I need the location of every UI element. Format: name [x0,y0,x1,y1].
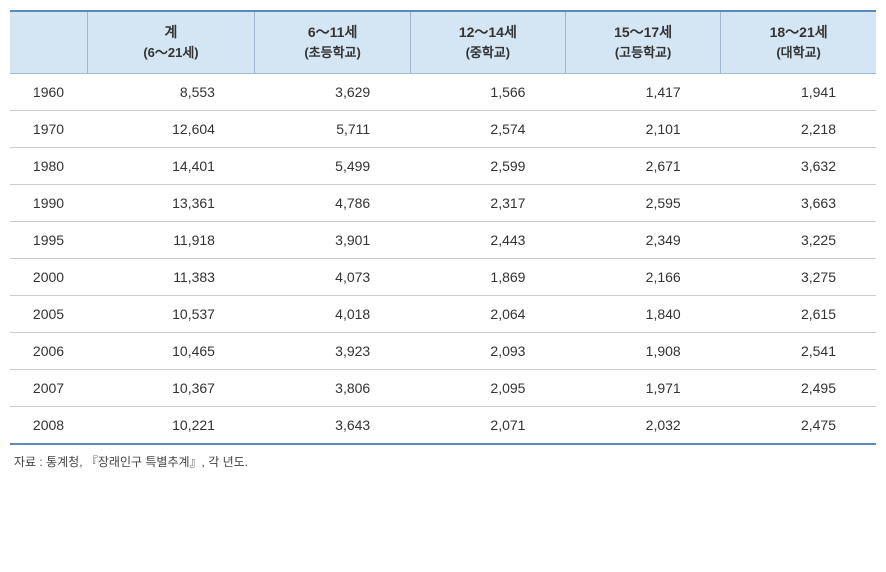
value-cell: 2,064 [410,295,565,332]
value-cell: 2,595 [565,184,720,221]
value-cell: 2,443 [410,221,565,258]
value-cell: 1,417 [565,73,720,110]
value-cell: 2,349 [565,221,720,258]
year-cell: 2000 [10,258,87,295]
value-cell: 2,541 [721,332,876,369]
value-cell: 2,093 [410,332,565,369]
table-row: 19608,5533,6291,5661,4171,941 [10,73,876,110]
value-cell: 4,018 [255,295,410,332]
value-cell: 2,671 [565,147,720,184]
value-cell: 3,901 [255,221,410,258]
value-cell: 4,073 [255,258,410,295]
year-cell: 2005 [10,295,87,332]
value-cell: 1,840 [565,295,720,332]
table-row: 199013,3614,7862,3172,5953,663 [10,184,876,221]
year-cell: 1970 [10,110,87,147]
header-main: 12～14세 [459,24,517,40]
value-cell: 2,101 [565,110,720,147]
table-row: 200810,2213,6432,0712,0322,475 [10,406,876,444]
table-row: 200011,3834,0731,8692,1663,275 [10,258,876,295]
value-cell: 5,711 [255,110,410,147]
data-table: 계 (6～21세) 6～11세 (초등학교) 12～14세 (중학교) 15～1… [10,10,876,445]
value-cell: 3,806 [255,369,410,406]
value-cell: 8,553 [87,73,255,110]
header-main: 6～11세 [308,24,357,40]
header-blank [10,11,87,73]
header-main: 15～17세 [614,24,672,40]
value-cell: 1,941 [721,73,876,110]
source-note: 자료 : 통계청, 『장래인구 특별추계』, 각 년도. [10,453,876,470]
value-cell: 11,918 [87,221,255,258]
value-cell: 3,643 [255,406,410,444]
table-row: 198014,4015,4992,5992,6713,632 [10,147,876,184]
value-cell: 1,566 [410,73,565,110]
year-cell: 1995 [10,221,87,258]
value-cell: 2,032 [565,406,720,444]
value-cell: 1,908 [565,332,720,369]
value-cell: 2,599 [410,147,565,184]
value-cell: 10,537 [87,295,255,332]
header-sub: (대학교) [729,43,868,63]
value-cell: 2,317 [410,184,565,221]
value-cell: 4,786 [255,184,410,221]
header-middle: 12～14세 (중학교) [410,11,565,73]
year-cell: 1980 [10,147,87,184]
value-cell: 2,166 [565,258,720,295]
value-cell: 3,275 [721,258,876,295]
year-cell: 2006 [10,332,87,369]
table-row: 200710,3673,8062,0951,9712,495 [10,369,876,406]
value-cell: 5,499 [255,147,410,184]
header-row: 계 (6～21세) 6～11세 (초등학교) 12～14세 (중학교) 15～1… [10,11,876,73]
value-cell: 13,361 [87,184,255,221]
value-cell: 10,367 [87,369,255,406]
header-total: 계 (6～21세) [87,11,255,73]
value-cell: 14,401 [87,147,255,184]
value-cell: 1,869 [410,258,565,295]
value-cell: 3,629 [255,73,410,110]
header-main: 계 [165,24,178,40]
table-row: 197012,6045,7112,5742,1012,218 [10,110,876,147]
header-sub: (고등학교) [574,43,712,63]
value-cell: 3,632 [721,147,876,184]
header-high: 15～17세 (고등학교) [565,11,720,73]
value-cell: 2,475 [721,406,876,444]
value-cell: 2,615 [721,295,876,332]
year-cell: 2008 [10,406,87,444]
header-sub: (6～21세) [96,43,247,63]
table-row: 200610,4653,9232,0931,9082,541 [10,332,876,369]
value-cell: 2,071 [410,406,565,444]
value-cell: 12,604 [87,110,255,147]
year-cell: 2007 [10,369,87,406]
value-cell: 2,574 [410,110,565,147]
table-body: 19608,5533,6291,5661,4171,941197012,6045… [10,73,876,444]
year-cell: 1990 [10,184,87,221]
value-cell: 2,495 [721,369,876,406]
header-elementary: 6～11세 (초등학교) [255,11,410,73]
header-university: 18～21세 (대학교) [721,11,876,73]
header-main: 18～21세 [770,24,828,40]
header-sub: (초등학교) [263,43,401,63]
table-row: 199511,9183,9012,4432,3493,225 [10,221,876,258]
value-cell: 10,465 [87,332,255,369]
value-cell: 1,971 [565,369,720,406]
value-cell: 3,923 [255,332,410,369]
table-header: 계 (6～21세) 6～11세 (초등학교) 12～14세 (중학교) 15～1… [10,11,876,73]
value-cell: 2,095 [410,369,565,406]
value-cell: 2,218 [721,110,876,147]
value-cell: 3,663 [721,184,876,221]
value-cell: 11,383 [87,258,255,295]
value-cell: 3,225 [721,221,876,258]
year-cell: 1960 [10,73,87,110]
value-cell: 10,221 [87,406,255,444]
table-row: 200510,5374,0182,0641,8402,615 [10,295,876,332]
header-sub: (중학교) [419,43,557,63]
